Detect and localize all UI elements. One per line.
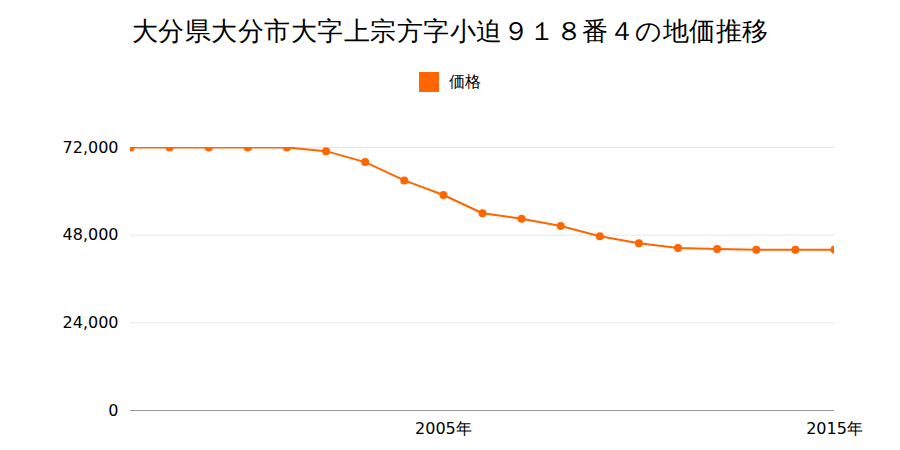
svg-text:72,000: 72,000 xyxy=(63,138,119,157)
svg-text:0: 0 xyxy=(108,401,118,420)
svg-text:48,000: 48,000 xyxy=(63,225,119,244)
html-text:大分県大分市大字上宗方字小迫９１８番４の地価推移: 大分県大分市大字上宗方字小迫９１８番４の地価推移 xyxy=(131,16,769,46)
html-text:価格: 価格 xyxy=(449,71,481,91)
svg-text:2015年: 2015年 xyxy=(806,419,863,438)
svg-text:2005年: 2005年 xyxy=(415,419,472,438)
svg-text:24,000: 24,000 xyxy=(63,313,119,332)
